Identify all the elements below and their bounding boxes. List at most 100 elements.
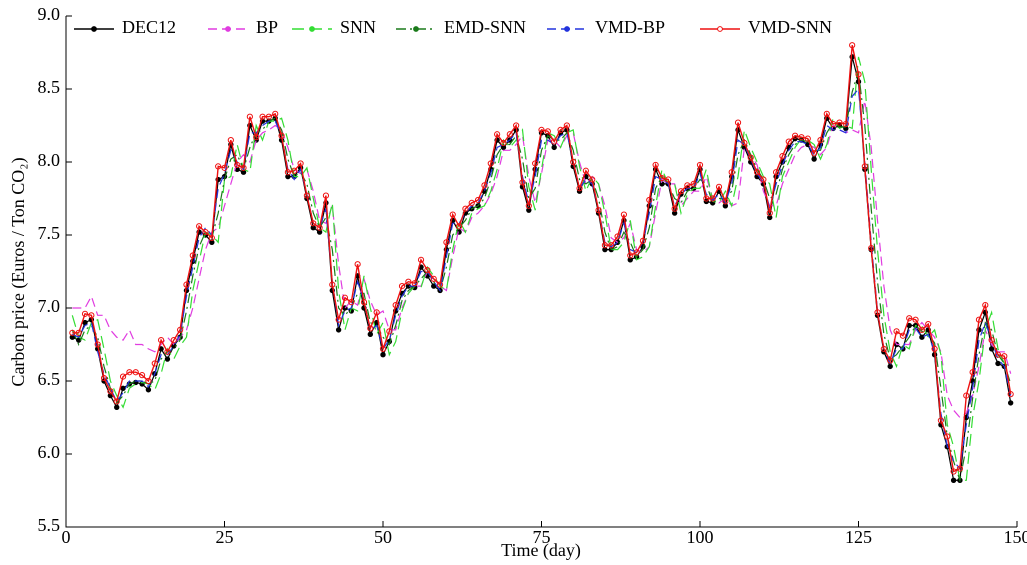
x-tick-label: 25 <box>216 527 234 547</box>
data-point <box>557 126 564 133</box>
data-point <box>405 278 412 285</box>
data-point <box>455 223 463 230</box>
data-point <box>995 360 1001 367</box>
data-point <box>373 309 380 316</box>
data-point <box>202 228 209 236</box>
data-point <box>436 281 444 288</box>
data-point <box>994 351 1002 358</box>
x-tick-label: 100 <box>687 527 714 547</box>
data-point <box>126 369 133 376</box>
data-point <box>417 256 425 263</box>
data-point <box>183 281 190 288</box>
series-line <box>72 87 1012 470</box>
data-point <box>792 132 799 139</box>
data-point <box>316 224 323 231</box>
data-point <box>380 352 386 358</box>
data-point <box>430 275 437 282</box>
data-point <box>811 150 818 157</box>
legend-label: VMD-BP <box>595 17 665 37</box>
data-point <box>570 158 577 166</box>
data-point <box>760 176 767 183</box>
data-point <box>81 310 89 317</box>
data-point <box>601 242 609 249</box>
data-point <box>563 122 570 129</box>
data-point <box>265 113 272 120</box>
data-point <box>817 137 824 144</box>
data-point <box>849 42 856 49</box>
data-point <box>367 331 374 337</box>
data-point <box>215 163 222 170</box>
data-point <box>291 167 298 174</box>
data-point <box>633 249 640 256</box>
data-point <box>658 174 666 182</box>
data-point <box>69 329 76 336</box>
data-point <box>278 132 285 139</box>
data-point <box>145 377 152 385</box>
data-point <box>842 120 849 128</box>
series-line <box>72 45 1012 473</box>
series-line <box>72 100 1012 419</box>
data-point <box>982 301 989 309</box>
x-axis-label: Time (day) <box>501 540 581 561</box>
data-point <box>944 433 951 440</box>
legend-marker <box>309 26 315 32</box>
y-tick-label: 9.0 <box>38 4 61 24</box>
data-point <box>811 156 817 162</box>
data-point <box>919 334 925 340</box>
data-point <box>722 198 729 205</box>
series-line <box>71 56 1011 481</box>
data-point <box>424 266 431 274</box>
data-point <box>988 346 995 352</box>
data-point <box>310 220 317 227</box>
data-point <box>164 356 171 362</box>
data-point <box>969 369 976 376</box>
y-tick-label: 7.5 <box>38 223 61 243</box>
data-point <box>665 176 672 183</box>
y-tick-label: 8.0 <box>38 150 61 170</box>
data-point <box>329 281 336 288</box>
data-point <box>303 192 311 199</box>
data-point <box>100 374 108 382</box>
data-point <box>931 345 938 352</box>
data-point <box>950 477 957 483</box>
data-point <box>906 315 913 322</box>
data-point <box>582 167 589 174</box>
data-point <box>804 135 811 142</box>
data-point <box>734 119 742 126</box>
data-point <box>487 160 494 167</box>
data-point <box>379 345 387 352</box>
data-point <box>551 144 557 151</box>
data-point <box>614 233 621 240</box>
data-point <box>354 261 361 268</box>
data-point <box>164 348 171 355</box>
data-point <box>779 153 786 160</box>
data-point <box>360 299 368 306</box>
data-point <box>975 316 983 323</box>
data-point <box>652 161 659 169</box>
y-tick-label: 8.5 <box>38 77 61 97</box>
data-point <box>772 169 780 176</box>
legend-marker <box>225 26 231 32</box>
data-point <box>677 188 685 195</box>
data-point <box>709 195 716 202</box>
legend-label: DEC12 <box>122 17 176 37</box>
data-point <box>386 328 393 335</box>
data-point <box>937 417 945 424</box>
data-point <box>114 404 120 410</box>
data-point <box>151 360 158 367</box>
data-point <box>119 373 127 380</box>
series-line <box>71 71 1012 483</box>
data-point <box>918 326 926 333</box>
data-point <box>132 369 139 376</box>
data-point <box>551 138 558 145</box>
data-point <box>798 134 805 141</box>
x-tick-label: 0 <box>62 527 71 547</box>
data-point <box>392 301 399 309</box>
data-point <box>519 179 526 186</box>
y-tick-label: 6.5 <box>38 369 61 389</box>
data-point <box>925 320 932 328</box>
legend-label: VMD-SNN <box>748 17 832 37</box>
data-point <box>544 128 551 135</box>
x-tick-label: 150 <box>1004 527 1027 547</box>
data-point <box>284 169 291 176</box>
